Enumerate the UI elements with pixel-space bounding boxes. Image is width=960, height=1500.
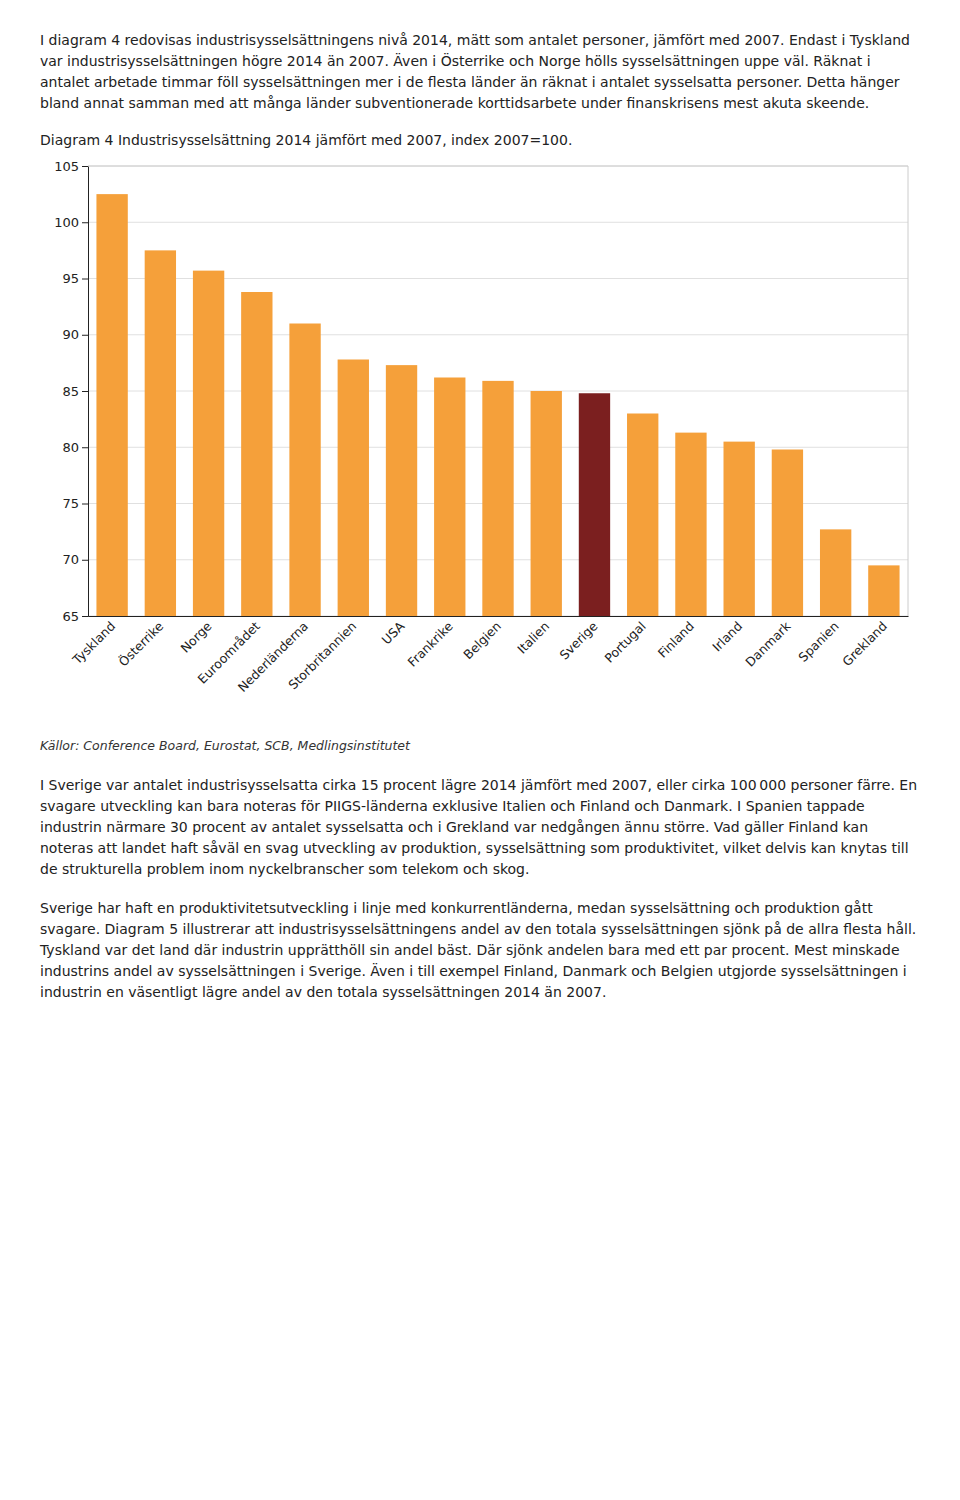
tick-label: Italien [514,618,552,656]
bar [193,271,224,616]
tick-label: 75 [62,496,79,511]
tick-label: 85 [62,384,79,399]
tick: Danmark [742,618,794,670]
tick-mark [82,447,88,448]
tick: 90 [62,327,88,342]
tick: Italien [514,618,552,656]
plot-area: 65 70 75 80 85 90 95 100 105 TysklandÖsterrike Nor… [54,159,908,734]
axis-line [89,616,909,617]
tick: Grekland [839,618,890,669]
tick: Storbritannien [285,618,359,692]
tick-label: Storbritannien [285,618,359,692]
bar [338,360,369,617]
grid-line [88,166,908,167]
tick: 100 [54,215,88,230]
tick: Irland [709,618,745,654]
tick: 65 [62,609,88,624]
tick-label: 65 [62,609,79,624]
tick-mark [82,335,88,336]
frame-line [908,166,909,616]
bar [434,378,465,617]
tick-label: Portugal [601,618,648,665]
axis-line [82,167,89,617]
tick-mark [82,560,88,561]
y-axis: 65 70 75 80 85 90 95 100 105 [54,159,88,624]
tick-label: 105 [54,159,79,174]
tick: 95 [62,271,88,286]
bar [241,292,272,616]
bar [145,250,176,616]
tick-label: Österrike [115,618,167,670]
tick-label: Norge [177,618,214,655]
tick-label: Frankrike [405,618,456,669]
source: Källor: Conference Board, Eurostat, SCB,… [40,738,920,753]
tick-label: Tyskland [69,618,118,667]
tick-mark [82,504,88,505]
tick-label: Sverige [556,618,600,662]
tick-label: Danmark [742,618,794,670]
tick-mark [82,166,88,167]
bar [289,324,320,617]
bar [386,365,417,616]
tick-label: Finland [655,618,697,660]
chart: 65 70 75 80 85 90 95 100 105 TysklandÖsterrike Nor… [40,154,920,734]
tick: Spanien [795,618,841,664]
tick: 85 [62,384,88,399]
bar [868,565,899,616]
tick: 70 [62,552,88,567]
bar [627,414,658,617]
bar [531,391,562,616]
tick-label: Grekland [839,618,890,669]
x-axis: TysklandÖsterrikeNorgeEuroområdetNederlä… [69,617,909,695]
page: I diagram 4 redovisas industrisysselsätt… [0,0,960,1041]
tick: Tyskland [69,618,118,667]
tick: Finland [655,618,697,660]
tick-label: 70 [62,552,79,567]
tick: Frankrike [405,618,456,669]
tick: 105 [54,159,88,174]
chart-title: Diagram 4 Industrisysselsättning 2014 jä… [40,132,920,148]
tick-label: 80 [62,440,79,455]
bar [820,529,851,616]
bar [96,194,127,616]
tick: Norge [177,618,214,655]
frame-line [88,166,908,167]
tick: 75 [62,496,88,511]
tick-mark [82,279,88,280]
tick-mark [82,222,88,223]
tick: Belgien [460,618,504,662]
bar [724,442,755,616]
tick-label: Spanien [795,618,841,664]
tick-label: 90 [62,327,79,342]
tick-label: 100 [54,215,79,230]
tick: USA [379,618,408,647]
bar [675,433,706,616]
tick-mark [82,616,88,617]
tick-label: Irland [709,618,745,654]
bar [482,381,513,616]
paragraph: I Sverige var antalet industrisysselsatt… [40,775,920,880]
tick: Portugal [601,618,648,665]
tick: 80 [62,440,88,455]
paragraph: Sverige har haft en produktivitetsutveck… [40,898,920,1003]
tick-label: USA [379,618,408,647]
bar [579,393,610,616]
tick: Österrike [115,618,167,670]
grid-line [88,222,908,223]
tick-mark [82,391,88,392]
bar [772,450,803,617]
tick-label: 95 [62,271,79,286]
bars [96,194,899,616]
tick-label: Belgien [460,618,504,662]
tick: Sverige [556,618,600,662]
paragraph: I diagram 4 redovisas industrisysselsätt… [40,30,920,114]
